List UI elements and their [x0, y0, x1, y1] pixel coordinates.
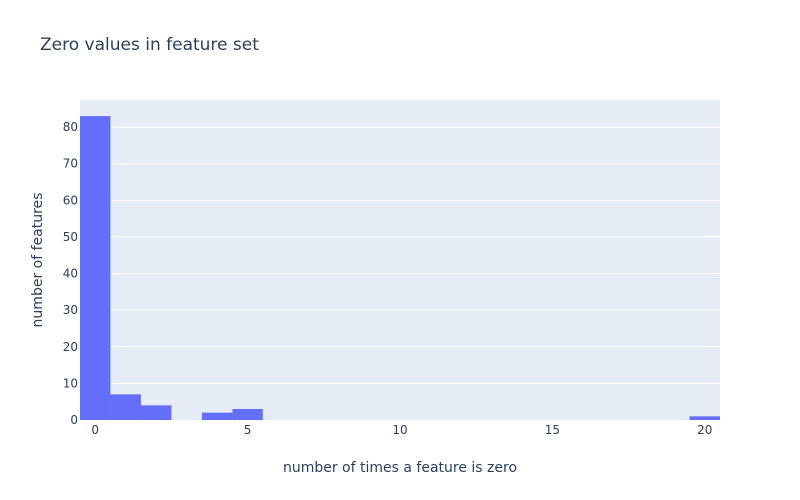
- y-tick-label: 0: [70, 413, 78, 427]
- x-tick-label: 5: [244, 423, 252, 437]
- x-axis-label: number of times a feature is zero: [283, 460, 517, 476]
- x-tick-label: 20: [697, 423, 712, 437]
- y-tick-label: 20: [63, 340, 78, 354]
- x-axis-ticks: 0 5 10 15 20: [91, 423, 712, 437]
- y-tick-label: 70: [63, 157, 78, 171]
- y-tick-label: 40: [63, 267, 78, 281]
- y-axis-label: number of features: [30, 193, 46, 328]
- histogram-bar[interactable]: [110, 394, 141, 420]
- y-axis-ticks: 0 10 20 30 40 50 60 70 80: [63, 120, 78, 427]
- histogram-bar[interactable]: [140, 405, 172, 420]
- histogram-bar[interactable]: [80, 116, 111, 421]
- y-tick-label: 50: [63, 230, 78, 244]
- histogram-bar[interactable]: [201, 412, 233, 420]
- chart-title: Zero values in feature set: [40, 35, 259, 55]
- x-tick-label: 0: [91, 423, 99, 437]
- plot-area: [80, 100, 720, 420]
- grid-lines: [80, 126, 720, 384]
- y-tick-label: 30: [63, 303, 78, 317]
- x-tick-label: 10: [392, 423, 407, 437]
- y-tick-label: 10: [63, 376, 78, 390]
- histogram-bar[interactable]: [232, 409, 263, 420]
- y-tick-label: 80: [63, 120, 78, 134]
- x-tick-label: 15: [545, 423, 560, 437]
- histogram-bar[interactable]: [689, 416, 720, 420]
- y-tick-label: 60: [63, 193, 78, 207]
- bars: [80, 116, 720, 421]
